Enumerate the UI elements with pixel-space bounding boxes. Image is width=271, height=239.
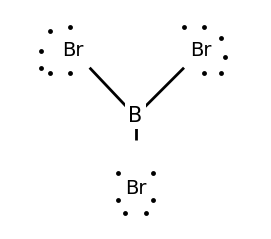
Text: Br: Br	[190, 41, 212, 60]
Text: Br: Br	[125, 179, 146, 198]
Text: B: B	[128, 106, 143, 126]
Text: Br: Br	[62, 41, 83, 60]
